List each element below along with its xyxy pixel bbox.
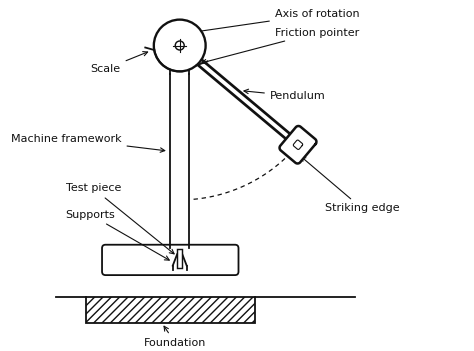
Text: Axis of rotation: Axis of rotation <box>191 9 359 34</box>
FancyBboxPatch shape <box>102 245 238 275</box>
Text: Pendulum: Pendulum <box>244 89 326 101</box>
Bar <box>177 249 182 267</box>
Text: Supports: Supports <box>66 210 169 260</box>
Bar <box>86 297 255 323</box>
Text: Machine framework: Machine framework <box>11 134 165 152</box>
Bar <box>86 297 255 323</box>
Text: Striking edge: Striking edge <box>301 157 399 213</box>
Text: Foundation: Foundation <box>144 326 207 348</box>
Circle shape <box>175 41 184 50</box>
Text: Scale: Scale <box>91 52 147 74</box>
Text: Friction pointer: Friction pointer <box>202 28 359 64</box>
Text: Test piece: Test piece <box>66 184 174 254</box>
Circle shape <box>154 20 206 71</box>
Polygon shape <box>280 126 317 164</box>
